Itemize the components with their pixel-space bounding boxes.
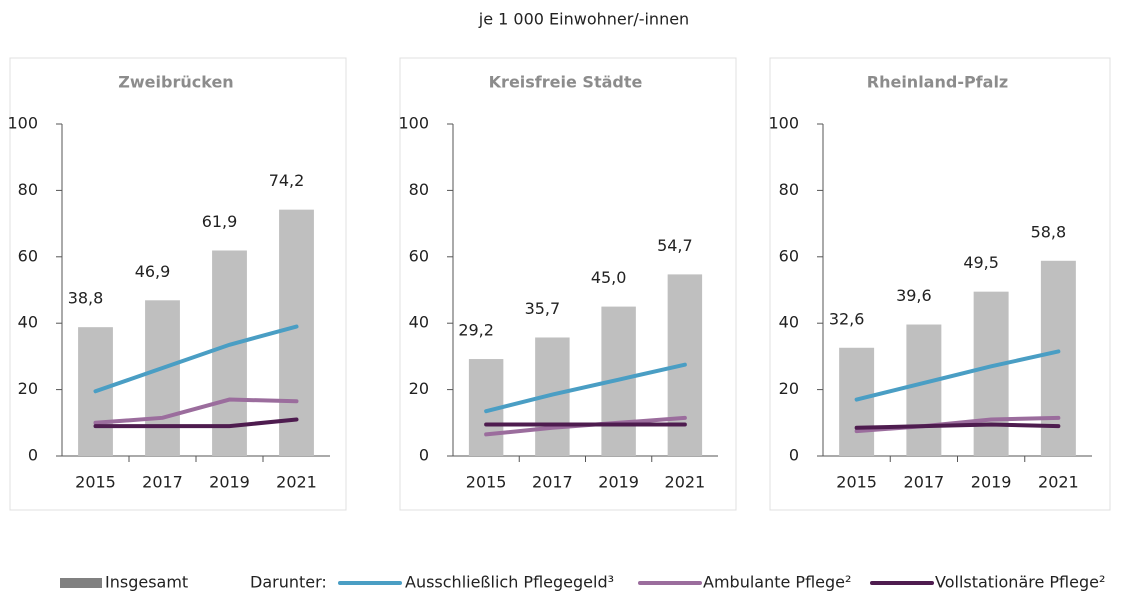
line-series [93, 324, 299, 394]
x-tick-label: 2021 [1038, 473, 1079, 492]
data-label: 74,2 [269, 171, 305, 190]
y-tick-label: 60 [409, 246, 429, 265]
bar [145, 300, 180, 456]
bar [906, 324, 942, 456]
bar [973, 291, 1009, 456]
data-label: 39,6 [896, 286, 932, 305]
y-tick-label: 0 [419, 446, 429, 465]
y-tick-label: 80 [409, 180, 429, 199]
data-label: 38,8 [68, 289, 104, 308]
legend-label: Ambulante Pflege² [703, 573, 851, 592]
line-series [854, 349, 1061, 402]
y-tick-label: 60 [779, 246, 799, 265]
y-tick-label: 60 [18, 246, 38, 265]
y-tick-label: 40 [18, 313, 38, 332]
y-tick-label: 20 [409, 379, 429, 398]
panel-frame [399, 57, 737, 511]
chart-title: Kreisfreie Städte [489, 73, 643, 92]
line-series [93, 417, 299, 429]
y-tick-label: 0 [28, 446, 38, 465]
data-label: 32,6 [829, 309, 865, 328]
x-tick-label: 2017 [532, 473, 573, 492]
line-series [484, 362, 687, 414]
line-series [93, 397, 299, 425]
chart-title: Rheinland-Pfalz [867, 73, 1008, 92]
data-label: 46,9 [135, 262, 171, 281]
x-tick-label: 2019 [971, 473, 1012, 492]
bar [279, 209, 314, 456]
data-label: 58,8 [1031, 222, 1067, 241]
y-tick-label: 20 [779, 379, 799, 398]
y-tick-label: 20 [18, 379, 38, 398]
line-series [854, 422, 1061, 430]
data-label: 35,7 [525, 299, 561, 318]
data-label: 45,0 [591, 268, 627, 287]
legend-label: Darunter: [250, 573, 327, 592]
panel-frame [9, 57, 347, 511]
bar [1040, 260, 1076, 456]
y-tick-label: 100 [768, 114, 799, 133]
legend-label: Ausschließlich Pflegegeld³ [405, 573, 614, 592]
x-tick-label: 2015 [836, 473, 877, 492]
legend-label: Vollstationäre Pflege² [935, 573, 1105, 592]
subtitle: je 1 000 Einwohner/-innen [478, 10, 689, 29]
x-tick-label: 2019 [209, 473, 250, 492]
legend-swatch [60, 578, 102, 588]
y-tick-label: 0 [789, 446, 799, 465]
y-tick-label: 100 [7, 114, 38, 133]
x-tick-label: 2021 [276, 473, 317, 492]
x-tick-label: 2017 [904, 473, 945, 492]
bar [212, 250, 247, 456]
data-label: 61,9 [202, 212, 238, 231]
chart-title: Zweibrücken [118, 73, 233, 92]
y-tick-label: 40 [409, 313, 429, 332]
y-tick-label: 80 [18, 180, 38, 199]
data-label: 54,7 [657, 236, 693, 255]
data-label: 49,5 [963, 253, 999, 272]
data-label: 29,2 [458, 321, 494, 340]
x-tick-label: 2015 [75, 473, 116, 492]
legend-label: Insgesamt [105, 573, 188, 592]
y-tick-label: 40 [779, 313, 799, 332]
bar [839, 347, 875, 456]
y-tick-label: 100 [398, 114, 429, 133]
x-tick-label: 2019 [598, 473, 639, 492]
x-tick-label: 2015 [466, 473, 507, 492]
x-tick-label: 2021 [665, 473, 706, 492]
x-tick-label: 2017 [142, 473, 183, 492]
panel-frame [769, 57, 1111, 511]
y-tick-label: 80 [779, 180, 799, 199]
